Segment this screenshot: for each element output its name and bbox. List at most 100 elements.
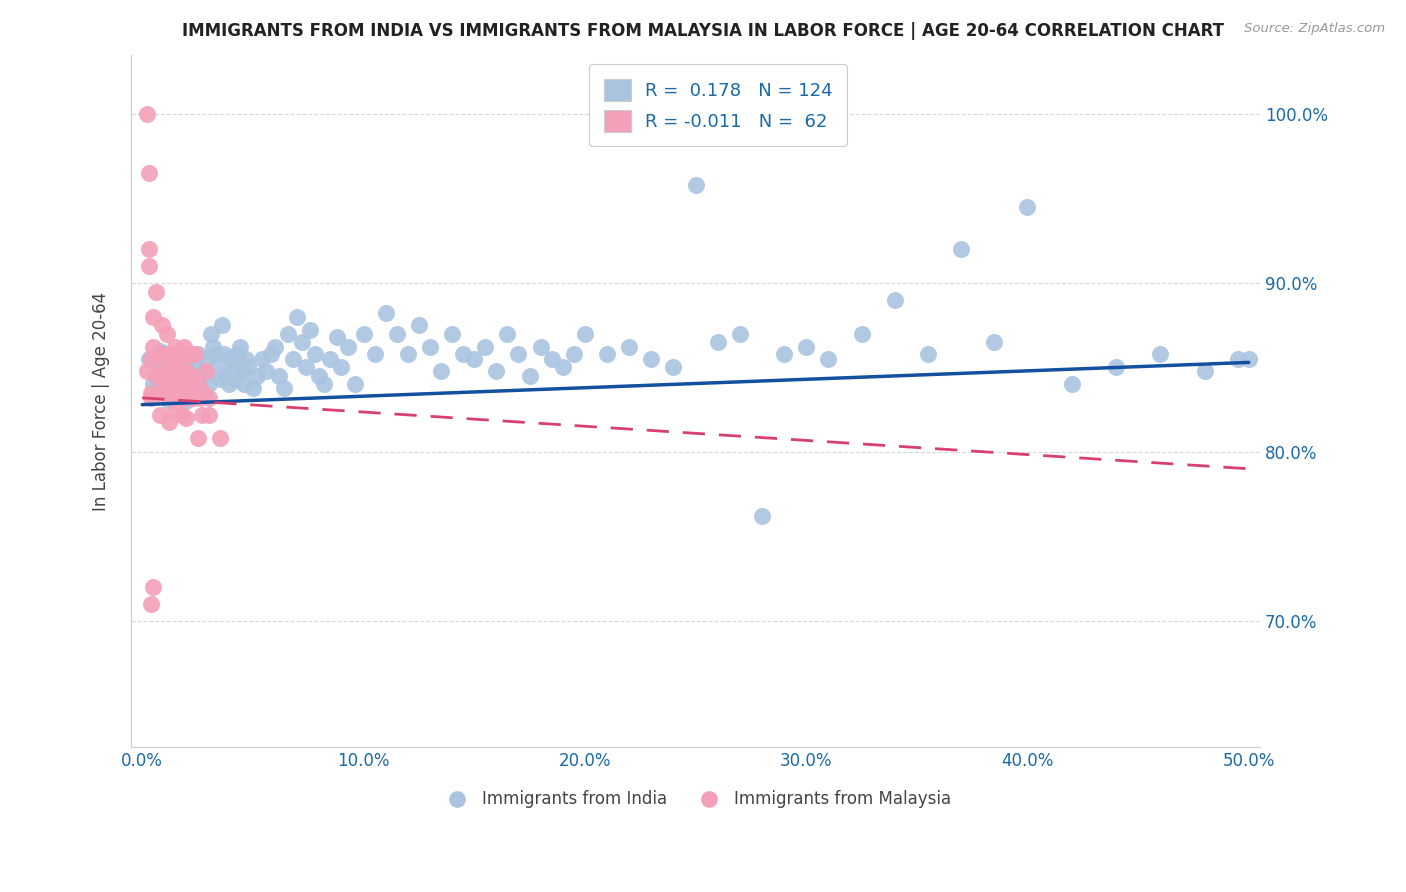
Point <box>326 330 349 344</box>
Point <box>950 242 973 256</box>
Point <box>176 391 198 405</box>
Point <box>519 368 541 383</box>
Point <box>508 347 530 361</box>
Point <box>139 391 162 405</box>
Point <box>202 340 225 354</box>
Point <box>385 326 408 341</box>
Point <box>235 352 257 367</box>
Point <box>617 340 640 354</box>
Point <box>139 352 162 367</box>
Point <box>153 357 176 371</box>
Point <box>162 372 184 386</box>
Point <box>312 377 335 392</box>
Point <box>150 347 173 361</box>
Point <box>142 377 165 392</box>
Point <box>165 377 187 392</box>
Point <box>165 340 187 354</box>
Point <box>177 352 200 367</box>
Point <box>176 364 198 378</box>
Point <box>187 431 209 445</box>
Point <box>173 364 195 378</box>
Point <box>408 318 430 333</box>
Point <box>211 318 233 333</box>
Point <box>451 347 474 361</box>
Point <box>662 360 685 375</box>
Point <box>193 385 215 400</box>
Point <box>162 364 184 378</box>
Point <box>145 285 167 299</box>
Point <box>135 107 157 121</box>
Point <box>146 347 169 361</box>
Point <box>551 360 574 375</box>
Point <box>1149 347 1171 361</box>
Point <box>343 377 366 392</box>
Point <box>166 368 188 383</box>
Point <box>254 364 277 378</box>
Point <box>363 347 385 361</box>
Point <box>224 372 246 386</box>
Point <box>176 411 198 425</box>
Point <box>139 385 162 400</box>
Point <box>197 391 219 405</box>
Point <box>773 347 796 361</box>
Point <box>150 364 173 378</box>
Point <box>157 347 180 361</box>
Point <box>135 364 157 378</box>
Point <box>463 352 485 367</box>
Point <box>139 597 162 611</box>
Point <box>273 381 295 395</box>
Point <box>1017 200 1039 214</box>
Point <box>374 306 396 320</box>
Point <box>794 340 817 354</box>
Point <box>180 368 202 383</box>
Point <box>269 368 291 383</box>
Point <box>485 364 508 378</box>
Point <box>640 352 662 367</box>
Point <box>917 347 939 361</box>
Point <box>285 310 308 324</box>
Point <box>319 352 342 367</box>
Point <box>157 347 180 361</box>
Point <box>277 326 299 341</box>
Point <box>540 352 562 367</box>
Point <box>728 326 751 341</box>
Point <box>170 381 193 395</box>
Point <box>751 509 773 524</box>
Point <box>170 347 193 361</box>
Point <box>176 394 198 409</box>
Point <box>246 368 269 383</box>
Point <box>281 352 304 367</box>
Point <box>817 352 839 367</box>
Point <box>231 364 253 378</box>
Point <box>173 364 195 378</box>
Point <box>187 347 209 361</box>
Point <box>157 415 180 429</box>
Point <box>1194 364 1216 378</box>
Point <box>396 347 419 361</box>
Point <box>308 368 330 383</box>
Point <box>181 381 204 395</box>
Point <box>851 326 873 341</box>
Point <box>193 364 215 378</box>
Point <box>177 385 200 400</box>
Point <box>165 402 187 417</box>
Point <box>330 360 353 375</box>
Point <box>138 242 160 256</box>
Y-axis label: In Labor Force | Age 20-64: In Labor Force | Age 20-64 <box>93 292 110 511</box>
Point <box>242 381 264 395</box>
Point <box>191 408 214 422</box>
Point <box>180 368 202 383</box>
Point <box>299 323 322 337</box>
Point <box>337 340 360 354</box>
Point <box>212 347 235 361</box>
Point <box>290 335 312 350</box>
Point <box>181 391 204 405</box>
Point <box>226 347 249 361</box>
Text: Source: ZipAtlas.com: Source: ZipAtlas.com <box>1244 22 1385 36</box>
Point <box>170 408 193 422</box>
Point <box>197 377 219 392</box>
Point <box>173 340 195 354</box>
Point <box>169 357 191 371</box>
Point <box>165 352 187 367</box>
Point <box>195 352 218 367</box>
